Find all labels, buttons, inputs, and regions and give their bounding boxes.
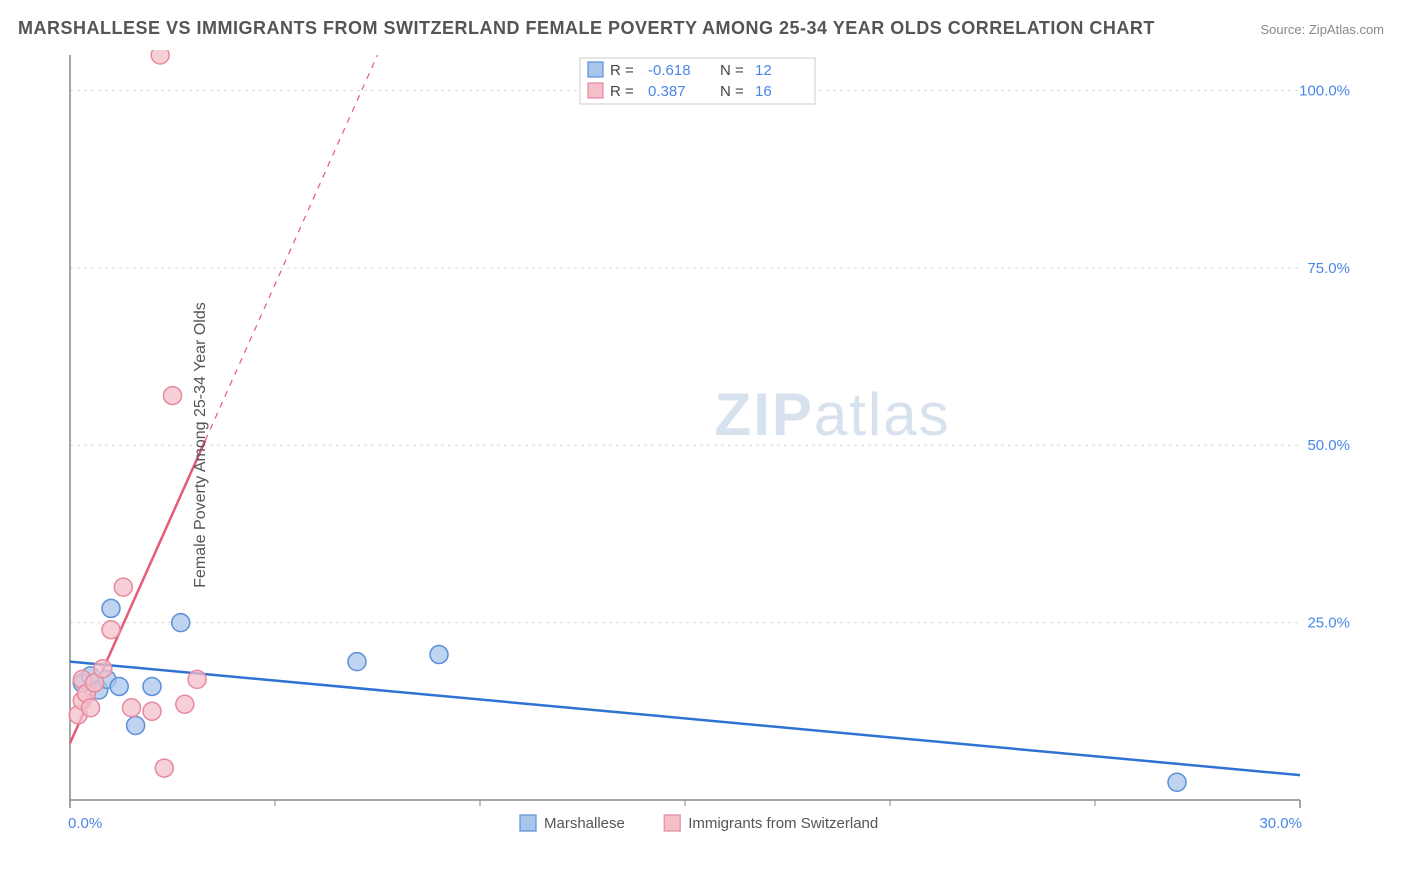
x-tick-label: 30.0% [1259, 815, 1302, 832]
trend-line-dashed [205, 55, 377, 440]
data-point [123, 699, 141, 717]
data-point [114, 578, 132, 596]
data-point [164, 387, 182, 405]
y-axis-label: Female Poverty Among 25-34 Year Olds [192, 302, 210, 588]
data-point [102, 621, 120, 639]
data-point [143, 702, 161, 720]
data-point [94, 660, 112, 678]
data-point [82, 699, 100, 717]
watermark: ZIPatlas [715, 381, 951, 448]
legend-r-label: R = [610, 62, 634, 79]
data-point [143, 677, 161, 695]
chart-title: MARSHALLESE VS IMMIGRANTS FROM SWITZERLA… [18, 18, 1155, 39]
legend-n-label: N = [720, 83, 744, 100]
legend-series-name: Marshallese [544, 815, 625, 832]
legend-n-value: 16 [755, 83, 772, 100]
data-point [110, 677, 128, 695]
data-point [430, 646, 448, 664]
legend-n-value: 12 [755, 62, 772, 79]
legend-bottom-swatch [664, 815, 680, 831]
legend-r-value: -0.618 [648, 62, 691, 79]
legend-swatch [588, 83, 603, 98]
data-point [102, 599, 120, 617]
legend-r-value: 0.387 [648, 83, 686, 100]
y-tick-label: 100.0% [1299, 82, 1350, 99]
x-tick-label: 0.0% [68, 815, 102, 832]
chart-svg: 25.0% 50.0% 75.0% 100.0% 0.0% 30.0% ZIPatlas R … [50, 50, 1370, 840]
trend-line [70, 662, 1300, 776]
data-point [176, 695, 194, 713]
data-point [1168, 773, 1186, 791]
data-point [348, 653, 366, 671]
legend-n-label: N = [720, 62, 744, 79]
legend-series-name: Immigrants from Switzerland [688, 815, 878, 832]
legend-r-label: R = [610, 83, 634, 100]
data-point [127, 717, 145, 735]
legend-swatch [588, 62, 603, 77]
source-attribution: Source: ZipAtlas.com [1260, 22, 1384, 37]
data-point [151, 50, 169, 64]
data-point [155, 759, 173, 777]
data-point [172, 614, 190, 632]
y-tick-label: 50.0% [1307, 437, 1350, 454]
data-point [188, 670, 206, 688]
scatter-plot: Female Poverty Among 25-34 Year Olds 25.… [50, 50, 1370, 840]
y-tick-label: 25.0% [1307, 615, 1350, 632]
legend-bottom-swatch [520, 815, 536, 831]
y-tick-label: 75.0% [1307, 260, 1350, 277]
